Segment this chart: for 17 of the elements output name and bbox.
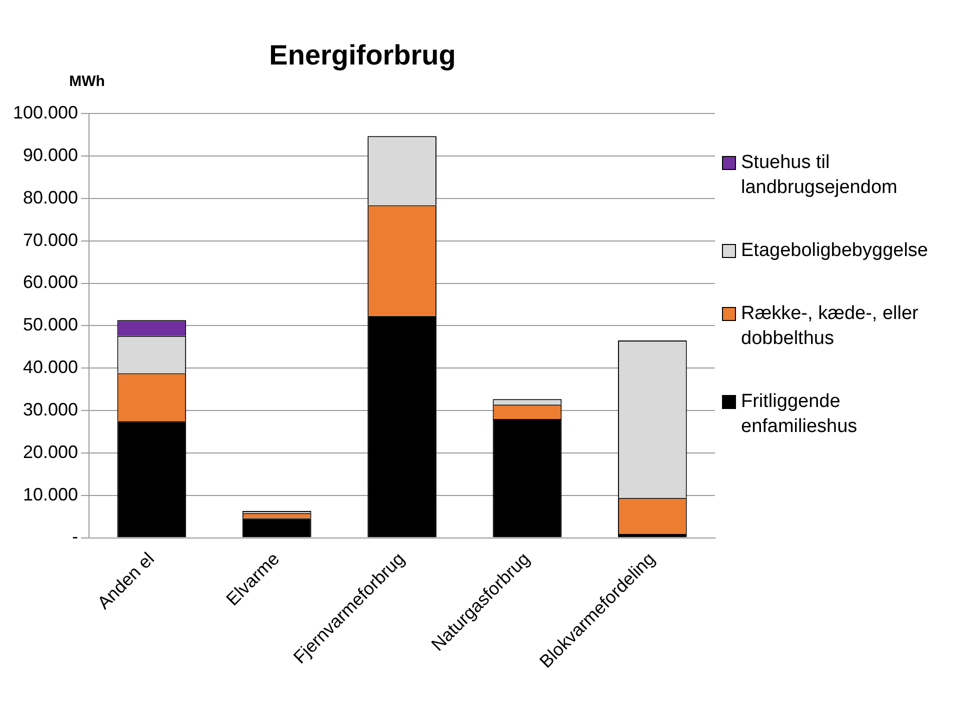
y-tick-label: 20.000 — [23, 442, 78, 462]
y-tick-label: - — [72, 526, 78, 547]
chart-title: Energiforbrug — [269, 40, 456, 71]
legend-label: Række-, kæde-, eller dobbelthus — [741, 302, 920, 351]
y-tick-label: 50.000 — [23, 314, 78, 335]
y-tick-label: 90.000 — [23, 144, 78, 165]
legend-label: Fritliggende enfamilieshus — [741, 390, 858, 439]
legend-label: Etageboligbebyggelse — [741, 239, 928, 263]
y-tick-label: 30.000 — [23, 399, 78, 420]
y-tick-label: 10.000 — [23, 484, 78, 504]
y-tick-label: 60.000 — [23, 272, 78, 292]
y-axis-title: MWh — [69, 73, 105, 90]
y-tick-label: 80.000 — [23, 187, 78, 208]
y-tick-label: 40.000 — [23, 357, 78, 378]
y-tick-label: 70.000 — [23, 230, 78, 250]
y-tick-label: 100.000 — [12, 102, 78, 123]
legend-label: Stuehus til landbrugsejendom — [741, 151, 898, 200]
